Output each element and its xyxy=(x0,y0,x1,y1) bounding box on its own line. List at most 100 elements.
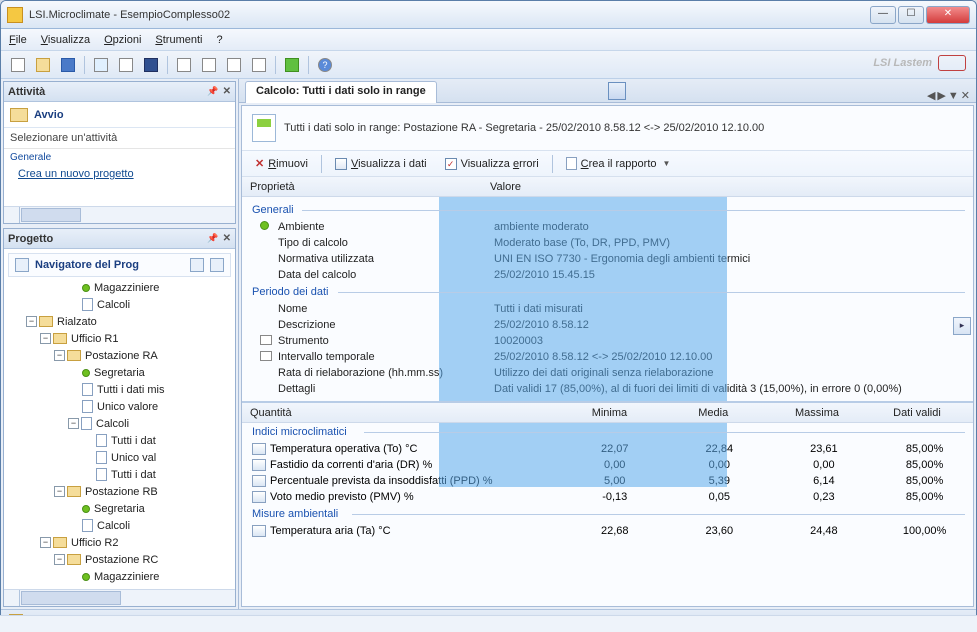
tab-prev-icon[interactable]: ◀ xyxy=(927,89,935,102)
tree-node[interactable]: −Postazione RB xyxy=(8,483,231,500)
panel-progetto-header[interactable]: Progetto 📌 ✕ xyxy=(4,229,235,249)
tool-help-icon[interactable]: ? xyxy=(314,54,336,76)
panel-progetto: Progetto 📌 ✕ Navigatore del Prog Magazzi… xyxy=(3,228,236,607)
doc-icon xyxy=(252,114,276,142)
percent-icon xyxy=(252,475,266,487)
tree-node[interactable]: −Ufficio R1 xyxy=(8,330,231,347)
menubar: File Visualizza Opzioni Strumenti ? xyxy=(1,29,976,51)
tool-open-icon[interactable] xyxy=(32,54,54,76)
tool-chart4-icon[interactable] xyxy=(248,54,270,76)
col-quantita: Quantità xyxy=(250,407,558,419)
grid-header: Quantità Minima Media Massima Dati valid… xyxy=(242,403,973,423)
tab-window-icon[interactable] xyxy=(608,82,626,100)
grid-row: Temperatura operativa (To) °C22,0722,842… xyxy=(242,441,973,457)
tree-node[interactable]: Calcoli xyxy=(8,517,231,534)
menu-file[interactable]: File xyxy=(9,34,27,46)
visualizza-errori-button[interactable]: ✓Visualizza errori xyxy=(438,154,546,174)
folder-icon xyxy=(10,108,28,122)
tree-node[interactable]: −Rialzato xyxy=(8,313,231,330)
tree-node[interactable]: Segretaria xyxy=(8,500,231,517)
navigator-header: Navigatore del Prog xyxy=(8,253,231,277)
tree-node[interactable]: −Ufficio R2 xyxy=(8,534,231,551)
tree-node[interactable]: Unico val xyxy=(8,449,231,466)
project-tree: Magazziniere Calcoli −Rialzato −Ufficio … xyxy=(8,279,231,585)
panel-close-icon[interactable]: ✕ xyxy=(223,233,231,244)
panel-attivita: Attività 📌 ✕ Avvio Selezionare un'attivi… xyxy=(3,81,236,224)
tool-chart3-icon[interactable] xyxy=(223,54,245,76)
grid-row: Percentuale prevista da insoddisfatti (P… xyxy=(242,473,973,489)
prop-row: Strumento10020003 xyxy=(242,333,973,349)
maximize-button[interactable]: ☐ xyxy=(898,6,924,24)
side-expand-icon[interactable]: ▸ xyxy=(953,317,971,335)
doc-header: Tutti i dati solo in range: Postazione R… xyxy=(242,106,973,151)
crea-progetto-link[interactable]: Crea un nuovo progetto xyxy=(4,166,235,182)
rimuovi-button[interactable]: ✕Rimuovi xyxy=(248,154,315,174)
tool-export-icon[interactable] xyxy=(90,54,112,76)
avvio-row[interactable]: Avvio xyxy=(4,102,235,128)
tab-dropdown-icon[interactable]: ▼ xyxy=(948,90,959,102)
tree-node[interactable]: −Postazione RA xyxy=(8,347,231,364)
vote-icon xyxy=(252,491,266,503)
tab-next-icon[interactable]: ▶ xyxy=(937,89,945,102)
tree-node[interactable]: Tutti i dat xyxy=(8,432,231,449)
grid-body: Indici microclimatici Temperatura operat… xyxy=(242,423,973,606)
pin-icon[interactable]: 📌 xyxy=(207,233,218,244)
tool-chart2-icon[interactable] xyxy=(198,54,220,76)
panel-attivita-header[interactable]: Attività 📌 ✕ xyxy=(4,82,235,102)
wind-icon xyxy=(252,459,266,471)
panel-attivita-title: Attività xyxy=(8,86,45,98)
tool-chart1-icon[interactable] xyxy=(173,54,195,76)
titlebar[interactable]: LSI.Microclimate - EsempioComplesso02 — … xyxy=(1,1,976,29)
tree-node[interactable]: Tutti i dati mis xyxy=(8,381,231,398)
prop-row: Descrizione25/02/2010 8.58.12 xyxy=(242,317,973,333)
col-proprieta: Proprietà xyxy=(250,181,490,193)
tree-node[interactable]: Calcoli xyxy=(8,296,231,313)
tool-new-icon[interactable] xyxy=(7,54,29,76)
tab-close-icon[interactable]: ✕ xyxy=(961,89,970,102)
minimize-button[interactable]: — xyxy=(870,6,896,24)
menu-strumenti[interactable]: Strumenti xyxy=(155,34,202,46)
pin-icon[interactable]: 📌 xyxy=(207,86,218,97)
nav-action2-icon[interactable] xyxy=(210,258,224,272)
therm-icon xyxy=(252,525,266,537)
tool-calc-icon[interactable] xyxy=(281,54,303,76)
visualizza-dati-button[interactable]: Visualizza i dati xyxy=(328,154,434,174)
tool-save-icon[interactable] xyxy=(57,54,79,76)
app-icon xyxy=(7,7,23,23)
panel-close-icon[interactable]: ✕ xyxy=(223,86,231,97)
menu-visualizza[interactable]: Visualizza xyxy=(41,34,90,46)
doc-icon xyxy=(566,157,577,170)
grid-row: Fastidio da correnti d'aria (DR) %0,000,… xyxy=(242,457,973,473)
brand-label: LSI Lastem xyxy=(873,55,966,71)
tree-node[interactable]: −Calcoli xyxy=(8,415,231,432)
tool-page-icon[interactable] xyxy=(115,54,137,76)
window-title: LSI.Microclimate - EsempioComplesso02 xyxy=(29,9,870,21)
generale-group: Generale xyxy=(4,149,235,166)
tree-node[interactable]: −Postazione RC xyxy=(8,551,231,568)
panel-progetto-body: Navigatore del Prog Magazziniere Calcoli… xyxy=(4,249,235,589)
x-icon: ✕ xyxy=(255,157,264,170)
tree-node[interactable]: Unico valore xyxy=(8,398,231,415)
progetto-hscroll[interactable] xyxy=(4,589,235,606)
prop-row: Data del calcolo25/02/2010 15.45.15 xyxy=(242,267,973,283)
prop-row: Tipo di calcoloModerato base (To, DR, PP… xyxy=(242,235,973,251)
tree-node[interactable]: Magazziniere xyxy=(8,279,231,296)
close-button[interactable]: ✕ xyxy=(926,6,970,24)
prop-row: Normativa utilizzataUNI EN ISO 7730 - Er… xyxy=(242,251,973,267)
tree-node[interactable]: Tutti i dat xyxy=(8,466,231,483)
nav-action1-icon[interactable] xyxy=(190,258,204,272)
app-window: LSI.Microclimate - EsempioComplesso02 — … xyxy=(0,0,977,632)
attivita-hscroll[interactable] xyxy=(4,206,235,223)
crea-rapporto-button[interactable]: Crea il rapporto▼ xyxy=(559,154,678,174)
tree-node[interactable]: Segretaria xyxy=(8,364,231,381)
content-area: Attività 📌 ✕ Avvio Selezionare un'attivi… xyxy=(1,79,976,609)
menu-help[interactable]: ? xyxy=(216,34,222,46)
tab-calcolo[interactable]: Calcolo: Tutti i dati solo in range xyxy=(245,81,437,103)
nav-icon xyxy=(15,258,29,272)
section-generali: Generali xyxy=(242,201,973,219)
menu-opzioni[interactable]: Opzioni xyxy=(104,34,141,46)
tool-grid-icon[interactable] xyxy=(140,54,162,76)
tree-node[interactable]: Magazziniere xyxy=(8,568,231,585)
prop-row: NomeTutti i dati misurati xyxy=(242,301,973,317)
properties-body: Generali Ambienteambiente moderato Tipo … xyxy=(242,197,973,401)
